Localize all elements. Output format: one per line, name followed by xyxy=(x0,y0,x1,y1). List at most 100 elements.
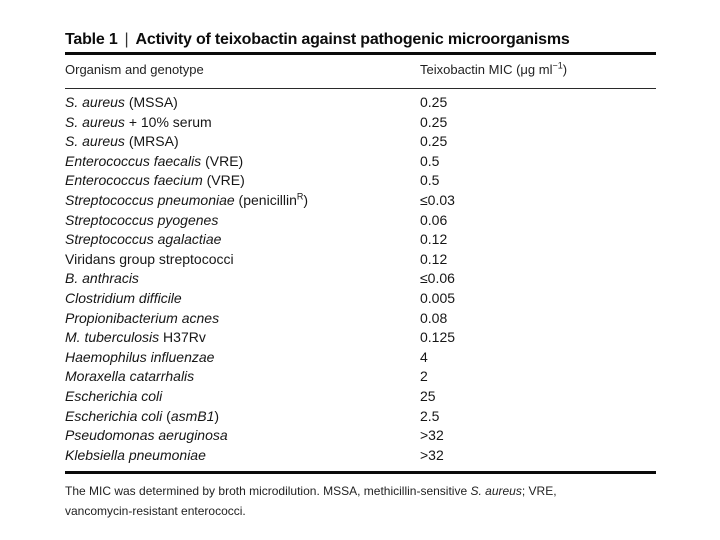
text-segment: ) xyxy=(303,191,309,208)
organism-cell: Klebsiella pneumoniae xyxy=(65,446,420,466)
mic-value-cell: 2.5 xyxy=(420,407,440,424)
table-row: Streptococcus pneumoniae (penicillinR) ≤0… xyxy=(65,191,656,211)
text-segment: ; VRE, xyxy=(521,484,557,499)
organism-cell: Clostridium difficile xyxy=(65,289,420,309)
text-segment: (MSSA) xyxy=(124,94,178,110)
table-row: Streptococcus agalactiae 0.12 xyxy=(65,230,656,250)
text-segment: Streptococcus pyogenes xyxy=(65,211,219,228)
mic-value-cell: 25 xyxy=(420,387,436,404)
table-row: Escherichia coli 25 xyxy=(65,387,656,407)
organism-cell: Streptococcus pyogenes xyxy=(65,211,420,231)
table-row: Moraxella catarrhalis 2 xyxy=(65,367,656,387)
mic-value-cell: ≤0.03 xyxy=(420,191,455,208)
table-title: Table 1 | Activity of teixobactin against … xyxy=(65,30,656,49)
mic-value-cell: >32 xyxy=(420,427,444,444)
mic-value-cell: 0.06 xyxy=(420,211,448,228)
mic-header-superscript: −1 xyxy=(552,60,563,71)
organism-cell: Streptococcus pneumoniae (penicillinR) xyxy=(65,191,420,211)
organism-cell: Escherichia coli (asmB1) xyxy=(65,407,420,427)
text-segment: (VRE) xyxy=(202,172,245,189)
text-segment: Moraxella catarrhalis xyxy=(65,368,195,385)
column-header-mic: Teixobactin MIC (μg ml−1) xyxy=(420,60,656,78)
table-row: Enterococcus faecalis (VRE) 0.5 xyxy=(65,152,656,172)
mic-value-cell: 0.12 xyxy=(420,250,448,267)
header-rule xyxy=(65,88,656,89)
mic-header-prefix: Teixobactin MIC (μg ml xyxy=(420,62,553,77)
text-segment: + 10% serum xyxy=(124,113,212,130)
table-number-label: Table 1 xyxy=(65,31,118,48)
footnote-line: The MIC was determined by broth microdil… xyxy=(65,482,656,502)
text-segment: S. aureus xyxy=(470,484,522,499)
text-segment: H37Rv xyxy=(159,329,206,346)
table-row: Viridans group streptococci 0.12 xyxy=(65,250,656,270)
text-segment: Streptococcus agalactiae xyxy=(65,231,222,248)
text-segment: (VRE) xyxy=(201,152,244,169)
text-segment: ) xyxy=(214,407,220,424)
bottom-rule xyxy=(65,471,656,475)
mic-value-cell: 0.125 xyxy=(420,329,456,346)
table-row: Klebsiella pneumoniae >32 xyxy=(65,446,656,466)
title-separator: | xyxy=(124,31,129,48)
text-segment: The MIC was determined by broth microdil… xyxy=(65,484,471,499)
organism-cell: Moraxella catarrhalis xyxy=(65,367,420,387)
text-segment: Escherichia coli xyxy=(65,407,163,424)
text-segment: vancomycin-resistant enterococci. xyxy=(65,503,246,518)
organism-cell: S. aureus + 10% serum xyxy=(65,113,420,133)
organism-cell: Viridans group streptococci xyxy=(65,250,420,270)
text-segment: M. tuberculosis xyxy=(65,329,160,346)
organism-cell: S. aureus (MRSA) xyxy=(65,132,420,152)
organism-cell: B. anthracis xyxy=(65,269,420,289)
organism-cell: Streptococcus agalactiae xyxy=(65,230,420,250)
table-footnote: The MIC was determined by broth microdil… xyxy=(65,482,656,521)
text-segment: Enterococcus faecium xyxy=(65,172,203,189)
table-row: S. aureus (MSSA) 0.25 xyxy=(65,93,656,113)
mic-value-cell: 0.5 xyxy=(420,172,440,189)
text-segment: Klebsiella pneumoniae xyxy=(65,446,206,463)
text-segment: (MRSA) xyxy=(124,133,179,150)
organism-cell: Propionibacterium acnes xyxy=(65,309,420,329)
footnote-line: vancomycin-resistant enterococci. xyxy=(65,502,656,522)
organism-cell: Enterococcus faecium (VRE) xyxy=(65,171,420,191)
text-segment: Propionibacterium acnes xyxy=(65,309,220,326)
table-row: S. aureus (MRSA) 0.25 xyxy=(65,132,656,152)
text-segment: S. aureus xyxy=(65,133,125,150)
table-row: B. anthracis ≤0.06 xyxy=(65,269,656,289)
table-row: Haemophilus influenzae 4 xyxy=(65,348,656,368)
mic-header-suffix: ) xyxy=(562,62,568,77)
table-row: Escherichia coli (asmB1) 2.5 xyxy=(65,407,656,427)
text-segment: Escherichia coli xyxy=(65,387,163,404)
text-segment: ( xyxy=(162,407,171,424)
table-row: Enterococcus faecium (VRE) 0.5 xyxy=(65,171,656,191)
mic-value-cell: 2 xyxy=(420,368,428,385)
mic-value-cell: 0.25 xyxy=(420,133,448,150)
table-row: Pseudomonas aeruginosa >32 xyxy=(65,426,656,446)
column-header-organism: Organism and genotype xyxy=(65,62,204,77)
organism-cell: Haemophilus influenzae xyxy=(65,348,420,368)
mic-value-cell: 0.08 xyxy=(420,309,448,326)
text-segment: Viridans group streptococci xyxy=(65,250,234,267)
mic-value-cell: 0.12 xyxy=(420,231,448,248)
organism-cell: Enterococcus faecalis (VRE) xyxy=(65,152,420,172)
text-segment: Pseudomonas aeruginosa xyxy=(65,427,228,444)
text-segment: S. aureus xyxy=(65,113,125,130)
text-segment: B. anthracis xyxy=(65,270,139,287)
text-segment: (penicillin xyxy=(234,191,297,208)
organism-cell: S. aureus (MSSA) xyxy=(65,93,420,113)
text-segment: Clostridium difficile xyxy=(65,289,182,306)
text-segment: Streptococcus pneumoniae xyxy=(65,191,235,208)
mic-value-cell: ≤0.06 xyxy=(420,270,455,287)
superscript: R xyxy=(296,191,304,202)
organism-cell: Escherichia coli xyxy=(65,387,420,407)
text-segment: Haemophilus influenzae xyxy=(65,348,215,365)
table-row: Streptococcus pyogenes 0.06 xyxy=(65,211,656,231)
table-row: Clostridium difficile 0.005 xyxy=(65,289,656,309)
organism-cell: Pseudomonas aeruginosa xyxy=(65,426,420,446)
mic-value-cell: >32 xyxy=(420,446,444,463)
table-title-text: Activity of teixobactin against pathogen… xyxy=(135,31,570,48)
table-row: Propionibacterium acnes 0.08 xyxy=(65,309,656,329)
table-header-row: Organism and genotype Teixobactin MIC (μ… xyxy=(65,55,656,88)
organism-cell: M. tuberculosis H37Rv xyxy=(65,328,420,348)
title-rule xyxy=(65,52,656,55)
mic-value-cell: 0.25 xyxy=(420,94,448,110)
